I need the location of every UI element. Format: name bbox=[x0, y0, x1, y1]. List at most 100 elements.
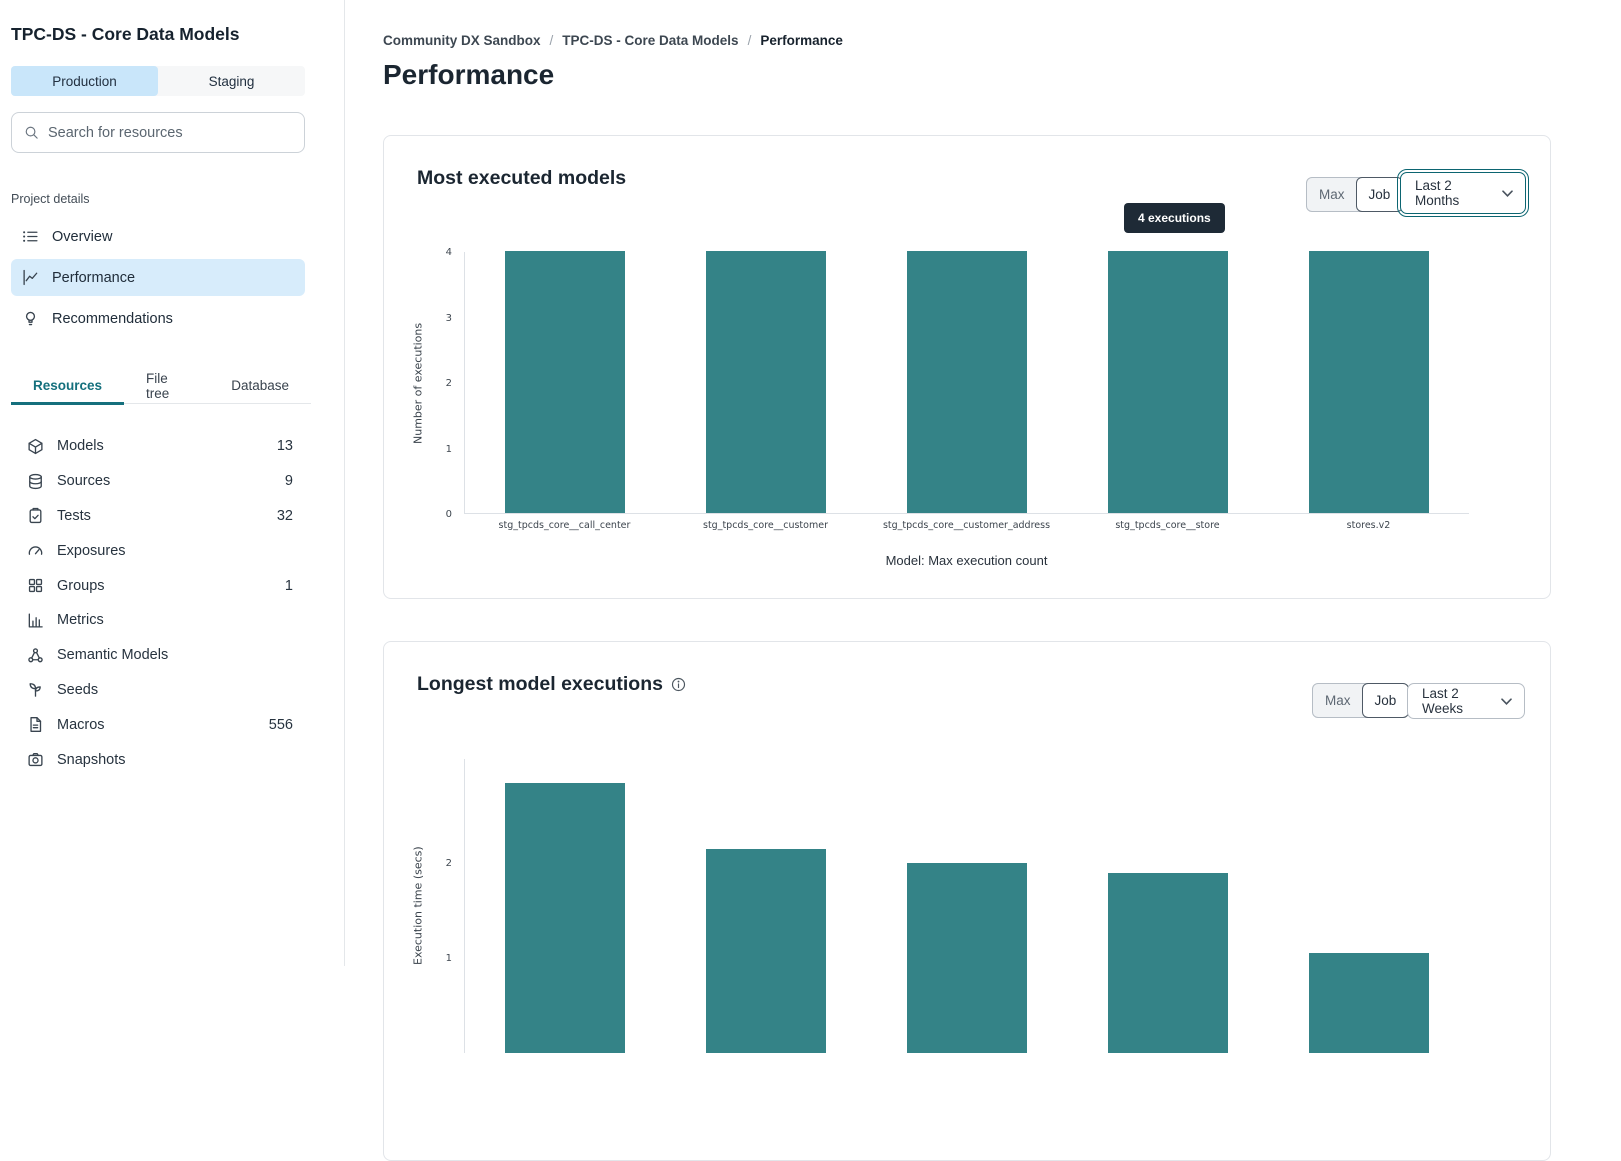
resource-label: Macros bbox=[57, 716, 105, 733]
card-title: Longest model executions bbox=[417, 673, 663, 695]
breadcrumb: Community DX Sandbox / TPC-DS - Core Data … bbox=[383, 33, 843, 48]
bars bbox=[465, 251, 1469, 513]
y-axis-ticks: 0 1 2 3 4 bbox=[424, 247, 458, 520]
list-icon bbox=[22, 228, 39, 245]
bar-column bbox=[465, 759, 666, 1053]
resource-label: Models bbox=[57, 438, 104, 455]
resource-label: Groups bbox=[57, 577, 105, 594]
bar[interactable] bbox=[1107, 251, 1228, 513]
page-title: Performance bbox=[383, 59, 555, 90]
search-placeholder: Search for resources bbox=[48, 124, 183, 141]
bar[interactable] bbox=[1308, 953, 1429, 1053]
breadcrumb-item: Performance bbox=[760, 33, 843, 48]
time-range-select[interactable]: Last 2 Months bbox=[1397, 169, 1529, 217]
resource-item-seeds[interactable]: Seeds bbox=[11, 673, 295, 708]
sidebar-item-overview[interactable]: Overview bbox=[11, 218, 305, 255]
trend-line-icon bbox=[22, 269, 39, 286]
resource-label: Metrics bbox=[57, 612, 104, 629]
bar[interactable] bbox=[505, 782, 626, 1053]
x-axis-tick-labels: stg_tpcds_core__call_center stg_tpcds_cor… bbox=[464, 520, 1469, 531]
resource-item-snapshots[interactable]: Snapshots bbox=[11, 742, 295, 777]
resource-item-models[interactable]: Models 13 bbox=[11, 429, 295, 464]
search-icon bbox=[24, 125, 39, 140]
breadcrumb-item[interactable]: Community DX Sandbox bbox=[383, 33, 541, 48]
y-tick-label: 0 bbox=[445, 509, 452, 520]
bars bbox=[465, 759, 1469, 1053]
sidebar-item-recommendations[interactable]: Recommendations bbox=[11, 300, 305, 337]
bar[interactable] bbox=[906, 863, 1027, 1053]
camera-icon bbox=[27, 751, 44, 768]
nodes-icon bbox=[27, 647, 44, 664]
resource-item-semantic-models[interactable]: Semantic Models bbox=[11, 638, 295, 673]
bar-column bbox=[1067, 251, 1268, 513]
tab-database[interactable]: Database bbox=[231, 378, 289, 393]
bar[interactable] bbox=[706, 251, 827, 513]
resource-label: Tests bbox=[57, 507, 91, 524]
breadcrumb-separator: / bbox=[747, 33, 752, 48]
lightbulb-icon bbox=[22, 310, 39, 327]
resource-count: 1 bbox=[284, 577, 293, 594]
sidebar-item-performance[interactable]: Performance bbox=[11, 259, 305, 296]
tab-resources[interactable]: Resources bbox=[11, 368, 125, 405]
job-button[interactable]: Job bbox=[1355, 177, 1404, 212]
bar-column bbox=[465, 251, 666, 513]
resource-item-sources[interactable]: Sources 9 bbox=[11, 464, 295, 499]
bar-column bbox=[1268, 251, 1469, 513]
aggregate-toggle: Max Job bbox=[1306, 177, 1404, 212]
bar[interactable] bbox=[505, 251, 626, 513]
y-tick-label: 4 bbox=[445, 247, 452, 258]
gauge-icon bbox=[27, 542, 44, 559]
chart-tooltip: 4 executions bbox=[1124, 203, 1225, 233]
x-tick-label: stg_tpcds_core__customer bbox=[703, 520, 828, 531]
sidebar: TPC-DS - Core Data Models Production Sta… bbox=[0, 0, 345, 966]
longest-model-executions-card: Longest model executions Max Job Last 2 … bbox=[383, 641, 1551, 1161]
resource-label: Seeds bbox=[57, 681, 99, 698]
bar[interactable] bbox=[906, 251, 1027, 513]
env-tab-staging[interactable]: Staging bbox=[208, 73, 255, 89]
bar[interactable] bbox=[1308, 251, 1429, 513]
project-details-label: Project details bbox=[11, 192, 90, 206]
resource-item-groups[interactable]: Groups 1 bbox=[11, 568, 295, 603]
y-tick-label: 1 bbox=[445, 443, 452, 455]
bar[interactable] bbox=[1107, 872, 1228, 1053]
grid-icon bbox=[27, 577, 44, 594]
max-button[interactable]: Max bbox=[1325, 693, 1351, 708]
search-input[interactable]: Search for resources bbox=[11, 112, 305, 153]
x-tick-label: stg_tpcds_core__customer_address bbox=[882, 520, 1051, 531]
project-nav: Overview Performance Recommendations bbox=[11, 218, 305, 341]
y-tick-label: 3 bbox=[445, 312, 452, 324]
resource-label: Exposures bbox=[57, 542, 126, 559]
bar-column bbox=[1067, 759, 1268, 1053]
tab-file-tree[interactable]: File tree bbox=[146, 370, 170, 401]
info-icon[interactable] bbox=[671, 677, 686, 692]
max-button[interactable]: Max bbox=[1319, 187, 1345, 202]
resource-item-macros[interactable]: Macros 556 bbox=[11, 707, 295, 742]
time-range-select[interactable]: Last 2 Weeks bbox=[1407, 683, 1525, 719]
breadcrumb-separator: / bbox=[549, 33, 554, 48]
resource-count: 9 bbox=[284, 473, 293, 490]
resource-list: Models 13 Sources 9 Tests 32 Exposures Groups 1 M… bbox=[11, 429, 295, 777]
bar-chart-plot bbox=[464, 251, 1469, 514]
x-axis-title: Model: Max execution count bbox=[885, 553, 1048, 568]
x-tick-label: stores.v2 bbox=[1346, 520, 1391, 531]
bar[interactable] bbox=[706, 849, 827, 1053]
chevron-down-icon bbox=[1502, 189, 1513, 197]
bar-column bbox=[867, 759, 1068, 1053]
bar-chart-icon bbox=[27, 612, 44, 629]
y-tick-label: 2 bbox=[445, 858, 452, 870]
job-button[interactable]: Job bbox=[1361, 683, 1410, 718]
resource-count: 32 bbox=[276, 507, 293, 524]
y-tick-label: 1 bbox=[445, 953, 452, 965]
resource-item-exposures[interactable]: Exposures bbox=[11, 533, 295, 568]
card-title: Most executed models bbox=[417, 167, 627, 189]
time-range-value: Last 2 Weeks bbox=[1422, 686, 1464, 716]
env-tab-production[interactable]: Production bbox=[11, 66, 158, 96]
resource-item-metrics[interactable]: Metrics bbox=[11, 603, 295, 638]
breadcrumb-item[interactable]: TPC-DS - Core Data Models bbox=[562, 33, 739, 48]
resource-label: Sources bbox=[57, 473, 111, 490]
x-tick-label: stg_tpcds_core__call_center bbox=[498, 520, 631, 531]
nav-item-label: Recommendations bbox=[52, 310, 173, 327]
resource-item-tests[interactable]: Tests 32 bbox=[11, 499, 295, 534]
seedling-icon bbox=[27, 681, 44, 698]
